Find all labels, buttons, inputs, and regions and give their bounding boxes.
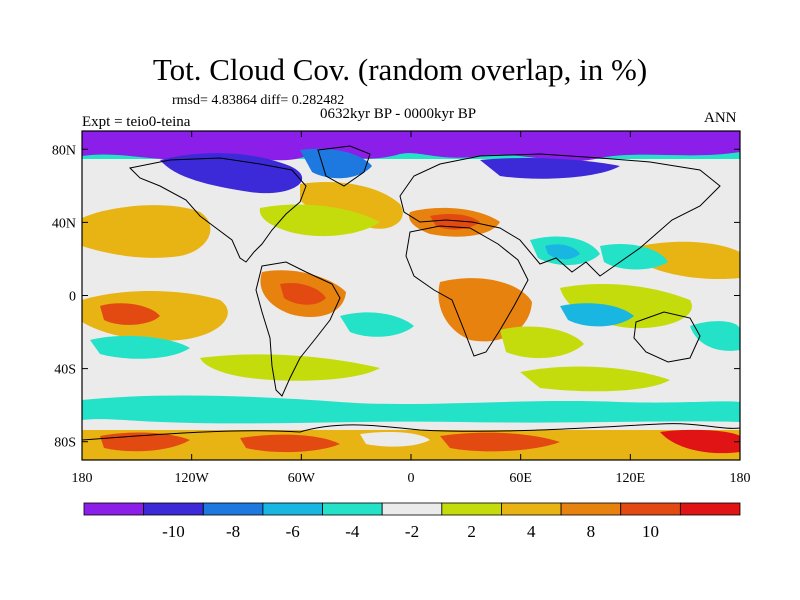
- experiment-label: Expt = teio0-teina: [82, 114, 191, 130]
- colorbar-swatch: [501, 502, 562, 516]
- southern-yellow-band: [200, 354, 380, 381]
- antarctic-strong: [440, 432, 560, 452]
- atlantic-negative: [340, 312, 414, 337]
- colorbar-label: 10: [642, 522, 659, 541]
- amazon-strong: [280, 282, 326, 305]
- colorbar-label: 8: [587, 522, 596, 541]
- x-tick-label: 120W: [175, 471, 210, 486]
- y-tick-label: 80N: [52, 143, 76, 158]
- y-tick-label: 0: [69, 290, 76, 305]
- season-label: ANN: [704, 110, 737, 126]
- y-tick-label: 80S: [54, 436, 76, 451]
- north-atlantic-positive: [300, 182, 403, 229]
- y-tick-label: 40S: [54, 363, 76, 378]
- x-tick-label: 60E: [509, 471, 532, 486]
- greenland-negative-patch: [300, 148, 372, 179]
- arctic-negative-patch: [82, 131, 740, 162]
- arctic-blue-patch: [480, 158, 620, 179]
- period-label: 0632kyr BP - 0000kyr BP: [320, 106, 477, 122]
- coastlines: [81, 145, 741, 441]
- north-atlantic-yellow: [259, 204, 380, 237]
- page-title: Tot. Cloud Cov. (random overlap, in %): [152, 52, 648, 87]
- north-america-coast: [128, 157, 307, 263]
- y-tick-label: 40N: [52, 216, 76, 231]
- colorbar-label: -8: [226, 522, 240, 541]
- colorbar-swatch: [441, 502, 502, 516]
- colorbar-label: -6: [286, 522, 300, 541]
- colorbar-swatch: [620, 502, 681, 516]
- colorbar: -10 -8 -6 -4 -2 2 4 8 10: [83, 502, 741, 541]
- colorbar-swatch: [560, 502, 622, 516]
- antarctic-grey-patch: [360, 432, 430, 447]
- southern-ocean-negative: [82, 395, 740, 424]
- south-pacific-negative: [90, 335, 190, 359]
- colorbar-label: -4: [345, 522, 360, 541]
- australia-coast: [633, 311, 701, 363]
- south-indian-negative: [690, 321, 740, 351]
- antarctic-strong: [660, 429, 740, 454]
- asia-blue: [545, 244, 580, 260]
- colorbar-swatch: [262, 502, 323, 516]
- x-tick-label: 180: [730, 471, 751, 486]
- colorbar-label: -10: [162, 522, 185, 541]
- arctic-blue-patch: [160, 153, 303, 194]
- colorbar-swatch: [381, 502, 443, 516]
- colorbar-swatch: [679, 502, 741, 516]
- colorbar-label: 4: [527, 522, 536, 541]
- central-pacific-strong: [100, 303, 160, 325]
- colorbar-swatch: [202, 502, 264, 516]
- colorbar-label: -2: [405, 522, 419, 541]
- x-tick-label: 180: [72, 471, 93, 486]
- x-tick-label: 0: [408, 471, 415, 486]
- eurasia-coast: [399, 153, 721, 277]
- colorbar-swatch: [322, 502, 383, 516]
- x-tick-label: 120E: [616, 471, 646, 486]
- africa-coast: [405, 225, 529, 357]
- stats-label: rmsd= 4.83864 diff= 0.282482: [172, 93, 345, 108]
- colorbar-swatch: [143, 502, 204, 516]
- north-pacific-positive: [82, 205, 211, 258]
- x-tick-label: 60W: [288, 471, 316, 486]
- north-pacific-east-positive: [640, 241, 740, 280]
- africa-yellow: [500, 326, 584, 359]
- sw-pacific-negative: [600, 243, 668, 270]
- mediterranean-strong: [430, 214, 480, 230]
- south-america-coast: [255, 261, 341, 397]
- greenland-coast: [317, 145, 371, 187]
- colorbar-swatch: [83, 502, 145, 516]
- antarctic-strong: [240, 434, 340, 453]
- southern-indian-yellow: [520, 366, 670, 392]
- antarctica-coast: [81, 423, 741, 441]
- indian-ocean-negative: [560, 303, 634, 327]
- colorbar-label: 2: [467, 522, 476, 541]
